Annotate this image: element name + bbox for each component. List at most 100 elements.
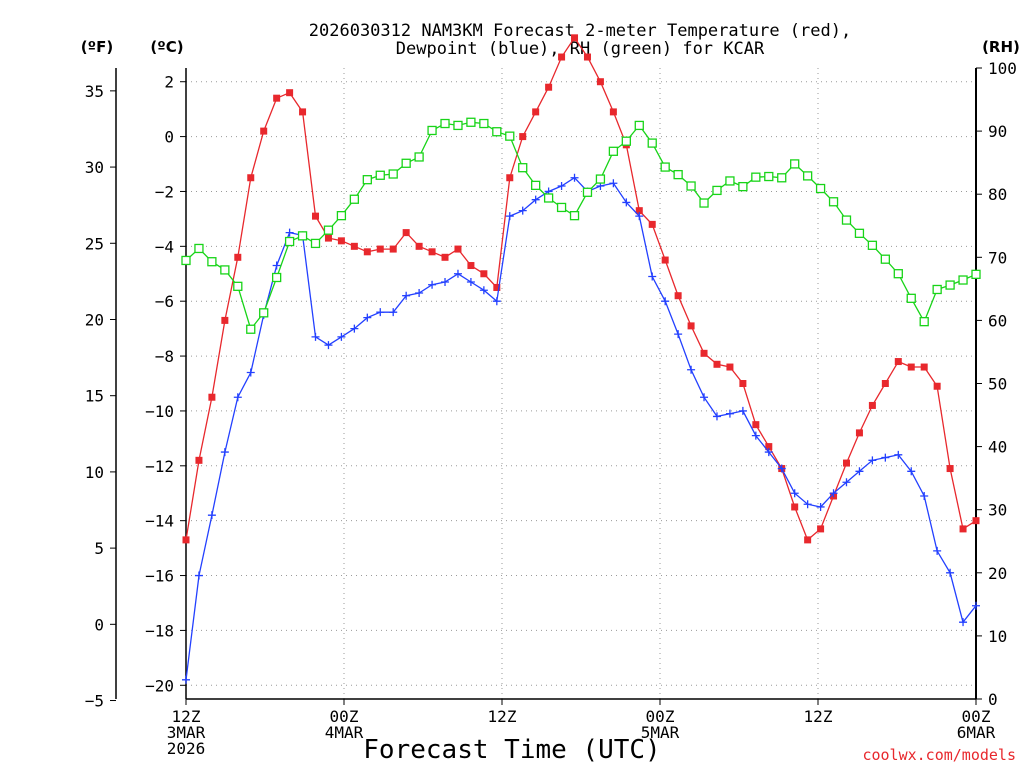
2-meter-temperature-point bbox=[920, 363, 928, 371]
2-meter-temperature-point bbox=[959, 525, 967, 533]
rh-point bbox=[893, 269, 903, 279]
rh-point bbox=[259, 308, 269, 318]
x-tick-label: 2026 bbox=[167, 739, 206, 758]
rh-tick-label: 30 bbox=[988, 501, 1007, 520]
rh-point bbox=[466, 117, 476, 127]
2-meter-temperature-point bbox=[480, 270, 488, 278]
2-meter-temperature-point bbox=[571, 34, 579, 42]
dewpoint-point bbox=[609, 179, 618, 188]
rh-point bbox=[556, 202, 567, 213]
rh-point bbox=[660, 162, 670, 172]
2-meter-temperature-point bbox=[195, 456, 203, 464]
2-meter-temperature-point bbox=[545, 83, 553, 91]
rh-point bbox=[479, 118, 489, 129]
dewpoint-point bbox=[687, 365, 696, 374]
celsius-tick-label: −10 bbox=[145, 402, 174, 421]
fahrenheit-tick-label: 20 bbox=[85, 310, 104, 329]
rh-point bbox=[220, 265, 230, 275]
x-tick-label: 00Z bbox=[330, 707, 359, 726]
rh-tick-label: 10 bbox=[988, 627, 1007, 646]
fahrenheit-tick-label: 35 bbox=[85, 82, 104, 101]
dewpoint-point bbox=[738, 406, 747, 415]
rh-tick-label: 20 bbox=[988, 564, 1007, 583]
rh-tick-label: 90 bbox=[988, 122, 1007, 141]
2-meter-temperature-point bbox=[402, 229, 410, 237]
rh-tick-label: 100 bbox=[988, 59, 1017, 78]
dewpoint-point bbox=[350, 324, 359, 333]
rh-point bbox=[790, 159, 800, 169]
2-meter-temperature-point bbox=[765, 443, 773, 451]
dewpoint-point bbox=[557, 181, 566, 190]
celsius-tick-label: 0 bbox=[164, 128, 174, 147]
rh-point bbox=[284, 236, 295, 247]
dewpoint-point bbox=[946, 568, 955, 577]
rh-point bbox=[595, 174, 606, 184]
dewpoint-point bbox=[233, 393, 242, 402]
rh-point bbox=[828, 197, 839, 207]
2-meter-temperature-point bbox=[558, 53, 566, 61]
2-meter-temperature-point bbox=[441, 253, 449, 261]
dewpoint-point bbox=[648, 272, 657, 281]
2-meter-temperature-point bbox=[234, 253, 242, 261]
celsius-tick-label: −18 bbox=[145, 621, 174, 640]
rh-point bbox=[841, 215, 852, 225]
fahrenheit-tick-label: 5 bbox=[94, 539, 104, 558]
celsius-tick-label: −2 bbox=[155, 182, 174, 201]
2-meter-temperature-point bbox=[376, 245, 384, 253]
2-meter-temperature-point bbox=[428, 248, 436, 256]
rh-point bbox=[362, 175, 372, 185]
2-meter-temperature-point bbox=[519, 133, 527, 141]
celsius-tick-label: −20 bbox=[145, 676, 174, 695]
2-meter-temperature-point bbox=[661, 256, 669, 264]
2-meter-temperature-point bbox=[726, 363, 734, 371]
2-meter-temperature-point bbox=[752, 421, 760, 429]
2-meter-temperature-point bbox=[583, 53, 591, 61]
rh-point bbox=[880, 254, 890, 264]
2-meter-temperature-point bbox=[363, 248, 371, 256]
dewpoint-point bbox=[492, 297, 501, 306]
dewpoint-point bbox=[829, 489, 838, 498]
dewpoint-point bbox=[531, 195, 540, 204]
rh-point bbox=[543, 193, 554, 203]
celsius-unit-label: (ºC) bbox=[150, 38, 183, 56]
celsius-tick-label: −14 bbox=[145, 512, 174, 531]
2-meter-temperature-point bbox=[286, 89, 294, 97]
rh-point bbox=[453, 120, 463, 131]
x-tick-label: 00Z bbox=[962, 707, 991, 726]
dewpoint-point bbox=[505, 212, 514, 221]
dewpoint-point bbox=[337, 332, 346, 341]
2-meter-temperature-point bbox=[868, 401, 876, 409]
2-meter-temperature-point bbox=[894, 358, 902, 366]
2-meter-temperature-line bbox=[185, 36, 977, 541]
dewpoint-point bbox=[441, 277, 450, 286]
dewpoint-point bbox=[751, 431, 760, 440]
series-layer bbox=[181, 34, 981, 684]
chart-title-line-1: 2026030312 NAM3KM Forecast 2-meter Tempe… bbox=[309, 21, 851, 41]
dewpoint-point bbox=[428, 280, 437, 289]
dewpoint-point bbox=[700, 393, 709, 402]
rh-point bbox=[401, 158, 411, 168]
2-meter-temperature-point bbox=[842, 459, 850, 467]
2-meter-temperature-point bbox=[273, 94, 281, 102]
rh-tick-label: 80 bbox=[988, 185, 1007, 204]
rh-point bbox=[272, 272, 282, 283]
rh-point bbox=[194, 243, 204, 254]
rh-point bbox=[945, 280, 955, 290]
2-meter-temperature-point bbox=[221, 316, 229, 324]
rh-point bbox=[919, 317, 929, 327]
rh-point bbox=[492, 127, 502, 137]
rh-point bbox=[673, 169, 683, 180]
dewpoint-point bbox=[363, 313, 372, 322]
dewpoint-point bbox=[661, 297, 670, 306]
2-meter-temperature-point bbox=[855, 429, 863, 437]
2-meter-temperature-point bbox=[596, 78, 604, 86]
rh-point bbox=[712, 185, 722, 196]
dewpoint-point bbox=[920, 491, 929, 500]
x-tick-label: 12Z bbox=[488, 707, 517, 726]
rh-line bbox=[185, 121, 977, 331]
source-credit: coolwx.com/models bbox=[862, 746, 1016, 764]
gridlines bbox=[186, 68, 976, 699]
dewpoint-point bbox=[389, 308, 398, 317]
dewpoint-point bbox=[415, 288, 424, 297]
rh-point bbox=[906, 293, 916, 303]
